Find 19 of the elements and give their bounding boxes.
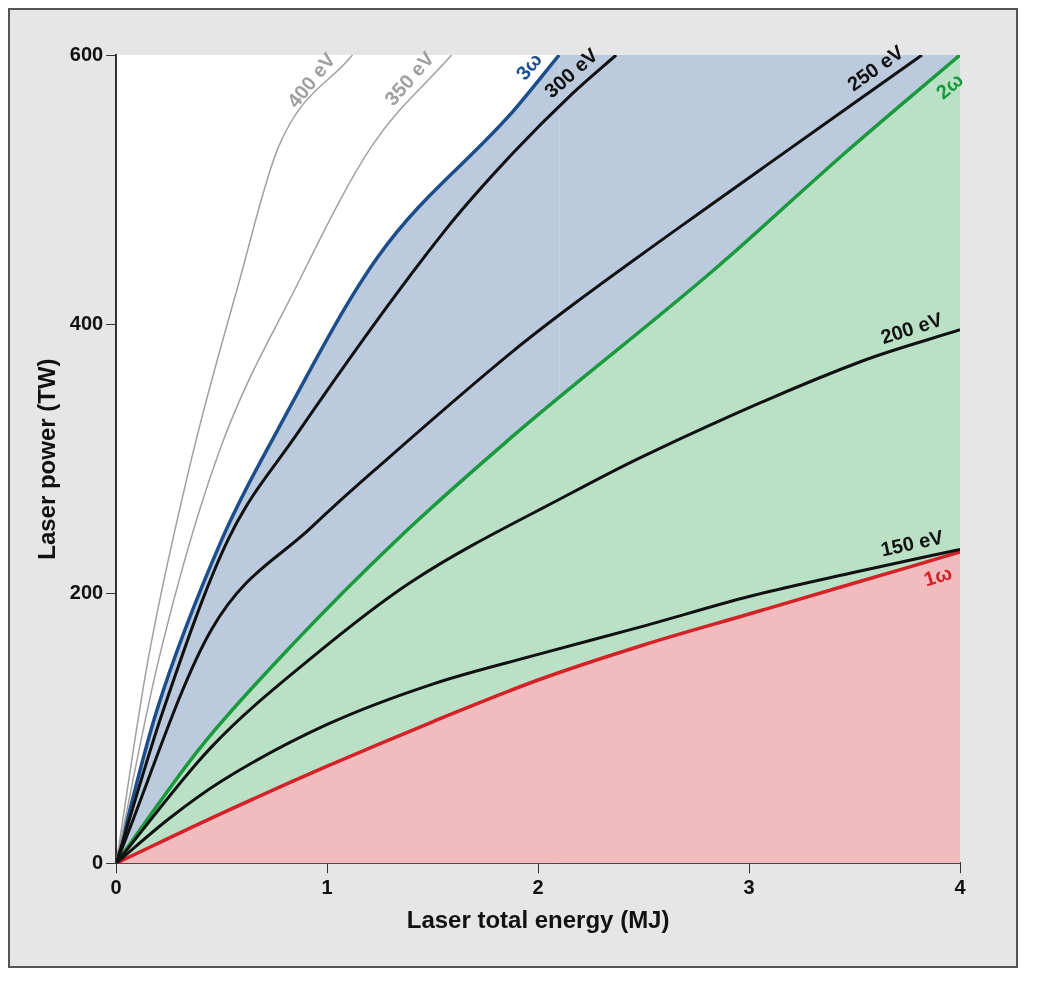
x-tick-label: 4: [954, 875, 967, 898]
series-label: 1ω: [921, 561, 955, 591]
x-tick-label: 1: [321, 875, 333, 898]
y-tick-label: 600: [69, 42, 104, 65]
text: 400 eV: [282, 48, 340, 112]
text: 200 eV: [877, 307, 946, 349]
text: 150 eV: [878, 525, 946, 561]
y-axis-title: Laser power (TW): [33, 358, 61, 560]
x-tick-label: 2: [532, 875, 544, 898]
series-label: 2ω: [931, 68, 968, 104]
y-tick-label: 200: [69, 581, 104, 604]
x-tick-label: 3: [743, 875, 755, 898]
text: 250 eV: [843, 40, 908, 96]
y-tick-label: 400: [69, 311, 104, 334]
y-tick-label: 0: [92, 850, 104, 873]
text: 3ω: [511, 48, 547, 85]
x-axis-title: Laser total energy (MJ): [406, 906, 670, 934]
text: 350 eV: [379, 46, 439, 110]
x-tick-label: 0: [110, 875, 122, 898]
